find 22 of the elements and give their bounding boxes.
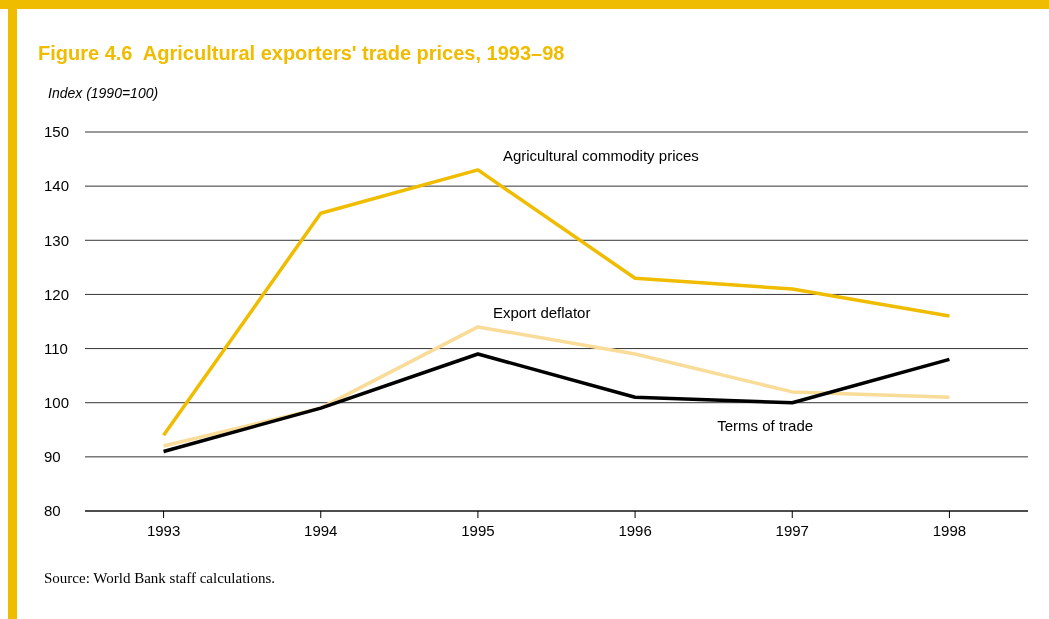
series-label: Agricultural commodity prices [502, 146, 699, 164]
y-tick-label: 130 [44, 231, 70, 249]
line-series [161, 168, 952, 437]
x-tick-label: 1996 [618, 522, 652, 539]
x-tick-label: 1995 [461, 522, 495, 539]
chart-title: Figure 4.6 Agricultural exporters' trade prices, 1993–98 [38, 42, 565, 64]
x-tick-label: 1998 [932, 522, 967, 539]
x-tick-label: 1993 [146, 522, 181, 539]
x-tick-label: 1997 [775, 522, 809, 539]
y-tick-label: 100 [44, 393, 70, 411]
x-tick-label: 1994 [304, 522, 338, 539]
y-tick-label: 90 [44, 448, 61, 466]
y-axis-title: Index (1990=100) [48, 85, 159, 101]
y-tick-label: 80 [44, 502, 61, 520]
y-tick-label: 120 [44, 285, 70, 303]
y-tick-label: 110 [44, 339, 68, 357]
source-note: Source: World Bank staff calculations. [44, 570, 276, 586]
line-series [161, 325, 952, 448]
series-label: Export deflator [492, 303, 591, 321]
series-label: Terms of trade [717, 416, 814, 434]
y-tick-label: 140 [44, 177, 70, 195]
y-tick-label: 150 [44, 123, 70, 141]
